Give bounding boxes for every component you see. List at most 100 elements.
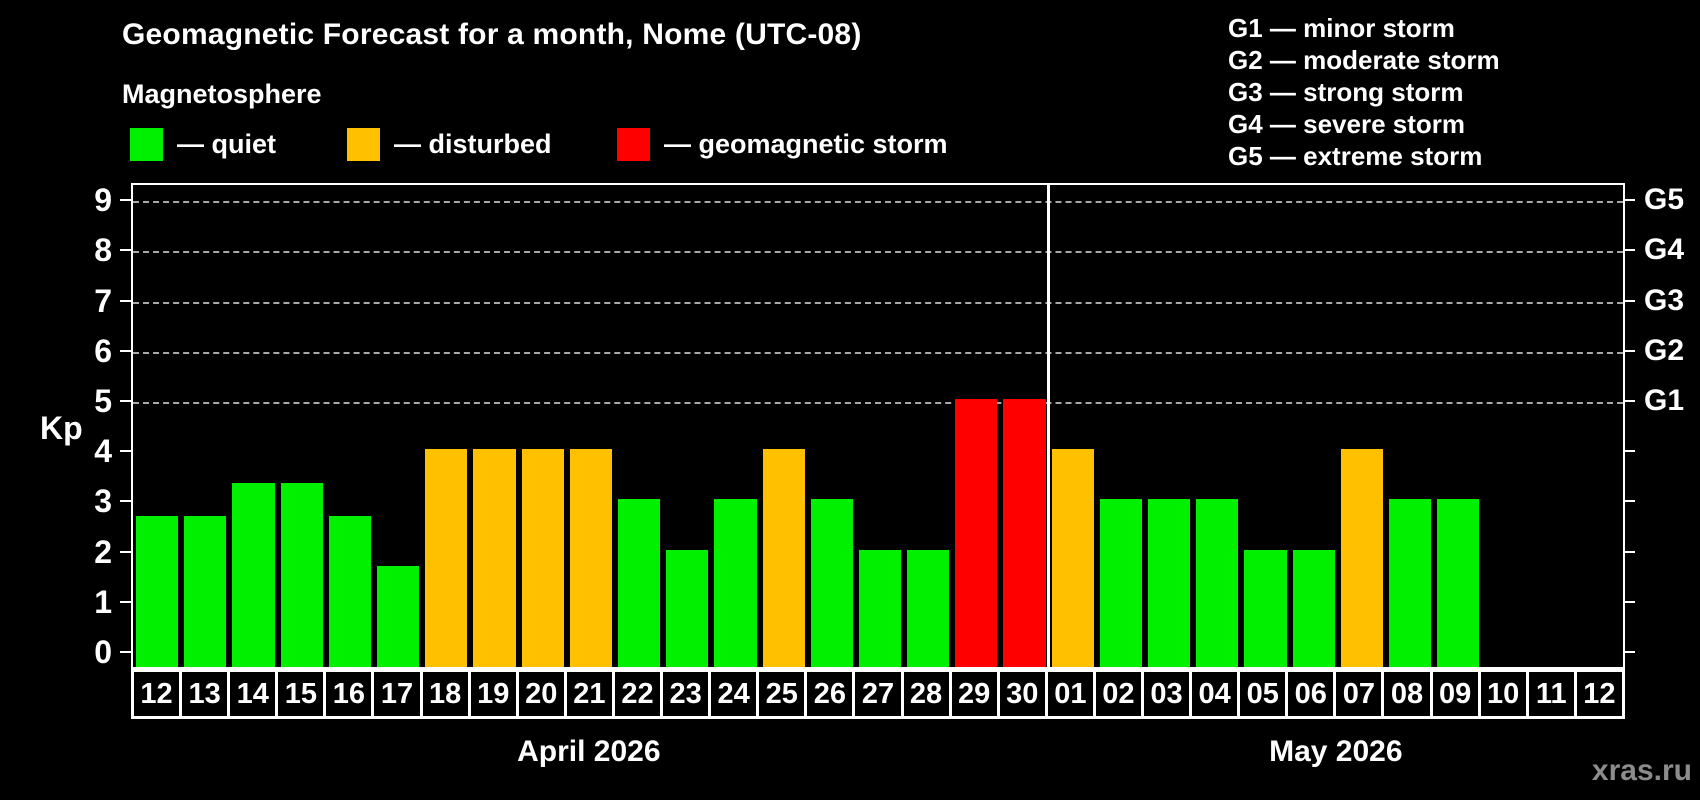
day-cell: 24: [708, 672, 756, 716]
y-tick-right: [1624, 400, 1635, 402]
kp-bar-day-18: [425, 449, 468, 667]
g-legend-line: G3 — strong storm: [1228, 77, 1464, 107]
kp-bar-day-07: [1340, 449, 1384, 667]
day-cell: 15: [275, 672, 323, 716]
kp-bar-day-17: [376, 566, 420, 667]
kp-bar-day-21: [569, 449, 612, 667]
kp-bar-day-25: [762, 449, 805, 667]
day-cell: 21: [563, 672, 612, 716]
right-axis-label-g2: G2: [1644, 333, 1685, 367]
day-cell: 29: [948, 672, 997, 716]
kp-bar-day-03: [1148, 499, 1191, 667]
y-tick-label: 4: [94, 433, 112, 470]
day-cell: 25: [756, 672, 804, 716]
day-cell: 16: [323, 672, 371, 716]
storm-swatch-icon: [617, 127, 650, 161]
day-cell: 01: [1044, 672, 1093, 716]
right-axis-label-g5: G5: [1644, 183, 1685, 217]
legend-item-storm: — geomagnetic storm: [617, 127, 948, 161]
kp-bar-day-02: [1099, 499, 1143, 667]
y-tick-right: [1624, 651, 1635, 653]
g-legend-line: G1 — minor storm: [1228, 13, 1455, 43]
y-tick-right: [1624, 550, 1635, 553]
y-tick-left: [120, 299, 131, 302]
day-cell: 14: [227, 672, 275, 716]
plot-area: [131, 183, 1625, 669]
kp-bar-day-14: [232, 482, 275, 667]
gridline-kp8: [133, 251, 1623, 254]
y-tick-right: [1624, 199, 1635, 202]
day-cell: 22: [611, 672, 660, 716]
day-cell: 04: [1189, 672, 1237, 716]
day-cell: 13: [179, 672, 227, 716]
day-cell: 11: [1525, 672, 1574, 716]
day-cell: 12: [140, 677, 173, 710]
watermark: xras.ru: [1591, 754, 1692, 787]
y-tick-label: 7: [94, 282, 112, 319]
kp-bar-day-16: [328, 515, 371, 667]
day-cell: 20: [515, 672, 564, 716]
y-tick-left: [120, 550, 131, 553]
y-tick-left: [120, 249, 131, 252]
y-tick-label: 0: [94, 634, 112, 670]
legend-item-quiet: — quiet: [130, 127, 276, 161]
kp-bar-day-12: [136, 515, 179, 667]
kp-bar-day-23: [666, 549, 709, 667]
gridline-kp7: [133, 301, 1623, 304]
day-cell: 19: [467, 672, 516, 716]
day-cell: 28: [900, 672, 949, 716]
day-cell: 27: [852, 672, 900, 716]
day-cell: 08: [1381, 672, 1429, 716]
kp-bar-day-26: [810, 499, 853, 667]
y-tick-left: [120, 651, 131, 653]
legend-item-disturbed: — disturbed: [347, 127, 552, 161]
kp-bar-day-24: [714, 499, 757, 667]
y-tick-right: [1624, 349, 1635, 352]
y-tick-left: [120, 450, 131, 453]
day-cell: 23: [660, 672, 708, 716]
day-label-row: 12 13 14 15 16 17 18 19 20 21 22 23 24 25 26 27 28 29 30 01…: [131, 669, 1625, 719]
kp-bar-day-15: [280, 482, 323, 667]
y-tick-left: [120, 600, 131, 603]
kp-bar-day-22: [617, 499, 661, 667]
y-tick-left: [120, 500, 131, 503]
quiet-swatch-icon: [130, 127, 163, 161]
day-cell: 10: [1477, 672, 1526, 716]
day-cell: 30: [996, 672, 1045, 716]
kp-bar-day-20: [521, 449, 564, 667]
month-label: April 2026: [517, 735, 661, 768]
g-scale-legend: G1 — minor storm G2 — moderate storm G3 …: [1228, 12, 1500, 172]
legend-storm-label: — geomagnetic storm: [664, 128, 948, 159]
day-cell: 06: [1285, 672, 1333, 716]
y-tick-right: [1624, 249, 1635, 252]
kp-bar-day-01: [1051, 449, 1094, 667]
day-cell: 18: [419, 672, 468, 716]
legend-quiet-label: — quiet: [177, 128, 276, 159]
kp-bar-day-06: [1292, 549, 1335, 667]
day-cell: 02: [1092, 672, 1141, 716]
y-axis-title: Kp: [40, 410, 83, 446]
y-tick-left: [120, 400, 131, 402]
day-cell: 07: [1333, 672, 1381, 716]
kp-bar-day-09: [1437, 499, 1480, 667]
day-cell: 05: [1237, 672, 1285, 716]
y-tick-label: 5: [94, 383, 112, 419]
g-legend-line: G4 — severe storm: [1228, 109, 1466, 139]
day-cell: 12: [1573, 672, 1622, 716]
y-tick-label: 2: [94, 533, 112, 570]
y-tick-right: [1624, 500, 1635, 503]
day-cell: 26: [804, 672, 852, 716]
gridline-kp5: [133, 402, 1623, 404]
y-tick-right: [1624, 450, 1635, 453]
kp-bar-day-19: [473, 449, 516, 667]
day-cell: 17: [371, 672, 419, 716]
day-cell: 09: [1429, 672, 1478, 716]
chart-subtitle: Magnetosphere: [122, 79, 322, 109]
kp-bar-day-30: [1003, 399, 1046, 667]
kp-bar-day-29: [955, 399, 998, 667]
right-axis-label-g1: G1: [1644, 384, 1685, 417]
kp-bar-day-04: [1196, 499, 1239, 667]
y-tick-label: 8: [94, 232, 112, 269]
y-tick-left: [120, 199, 131, 202]
